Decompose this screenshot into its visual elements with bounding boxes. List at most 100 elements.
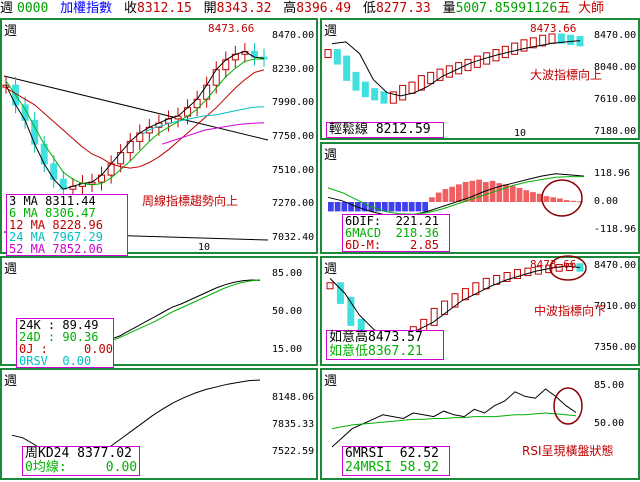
candle-body [503,272,511,282]
candle-body [557,33,565,44]
rsi6-row: 6MRSI 62.52 [345,447,447,461]
ma3-line [5,50,265,190]
ma6-row: 6 MA 8306.47 [9,207,125,219]
macd-bar [381,202,388,212]
macd-bar [422,202,429,212]
kd24-value: 8377.02 [77,446,132,461]
rsv-row: 0RSV 0.00 [19,355,111,367]
kd24-panel[interactable]: 週 8148.06 7835.33 7522.59 周KD24 8377.02 0均… [0,368,318,480]
volume-label: 量 [442,1,456,16]
k-line [101,279,261,343]
trend-line [3,75,269,141]
macd-bar [530,192,536,202]
candle-body [408,81,416,94]
candle-body [501,45,509,59]
dm-value: 2.85 [410,238,439,252]
macd-chart [327,173,585,217]
macd-bar [509,185,516,202]
dif-row: 6DIF: 221.21 [345,215,447,227]
rsi6-value: 62.52 [399,446,439,461]
ma24-value: 7967.29 [52,230,103,244]
low-value: 8277.33 [375,1,431,16]
panel-title: 週 [324,262,338,277]
x-tick-label: 10 [198,242,211,253]
main-price-panel[interactable]: 週 8473.66 8470.00 8230.00 7990.00 7750.00 75… [0,18,318,256]
y-tick-label: 7910.00 [594,301,637,312]
peak-price-label: 8473.66 [530,22,577,35]
ma52-value: 7852.06 [52,242,103,256]
y-tick-label: 8040.00 [594,62,637,73]
index-name: 加權指數 [60,1,113,16]
dm-label: 6D-M: [345,238,382,252]
candle-body [427,71,435,85]
macd-bar [503,184,509,202]
candle-body [445,65,453,78]
macd-bar [435,192,442,202]
ma52-row: 52 MA 7852.06 [9,243,125,255]
ma24-row: 24 MA 7967.29 [9,231,125,243]
macd-bar [402,202,408,212]
ma12-value: 8228.96 [52,218,103,232]
big-wave-chart [324,33,584,104]
mid-wave-panel[interactable]: 週 8473.66 8470.00 7910.00 7350.00 如意高8473.… [320,255,640,368]
panel-title: 週 [4,24,18,39]
stock-code[interactable]: 0000 [17,1,49,16]
easy-line-value: 8212.59 [375,122,431,137]
j-value: 0.00 [84,342,113,356]
j-row: 0J : 0.00 [19,342,113,356]
open-label: 開 [203,1,217,16]
candle-body [336,282,344,304]
y-axis-labels: 8470.00 7910.00 7350.00 [594,258,640,368]
y-tick-label: 8470.00 [272,30,315,41]
candle-body [343,55,351,81]
panel-title: 週 [324,148,338,163]
rsi-panel[interactable]: 週 85.00 50.00 6MRSI 62.52 24MRSI 58.92 RS… [320,368,640,480]
macd-bar [442,189,449,202]
highlight-circle [541,179,583,217]
macd-bar [563,200,570,202]
macd-bar [570,200,577,202]
dif-value: 221.21 [395,214,439,228]
d-label: 24D : [19,330,56,344]
candle-body [511,42,519,55]
kd-panel[interactable]: 週 85.00 50.00 15.00 24K : 89.49 24D : 90.3… [0,256,318,368]
candle-body [548,33,556,44]
macd-bar [577,201,583,203]
ruyi-low-label: 如意低 [329,344,369,359]
candle-body [371,88,379,101]
macd-bar [489,180,496,202]
rsi24-label: 24MRSI [345,460,392,475]
candle-body [380,91,388,104]
macd-bar [415,202,422,212]
ma6-value: 8306.47 [45,206,96,220]
big-wave-panel[interactable]: 週 8473.66 8470.00 8040.00 7610.00 7180.00 輕… [320,18,640,140]
y-tick-label: 15.00 [272,344,303,355]
y-tick-label: 0.00 [594,196,619,207]
candle-body [461,288,469,301]
macd-bar [469,180,476,202]
macd-bar [449,186,455,202]
ruyi-high-line [329,265,581,338]
easy-line-box: 輕鬆線 8212.59 [326,122,444,138]
macd-bar [388,202,395,212]
y-tick-label: 7610.00 [594,94,637,105]
y-tick-label: 50.00 [594,418,625,429]
period-label: 週 [0,1,14,16]
ma3-label: 3 MA [9,194,38,208]
macd-bar [496,183,503,202]
dm-row: 6D-M: 2.85 [345,239,447,251]
macd-bar [557,198,563,202]
macd-bar [408,202,415,212]
candle-body [436,68,444,81]
y-tick-label: 8470.00 [594,30,637,41]
macd-panel[interactable]: 週 118.96 0.00 -118.96 6DIF: 221.21 6MACD 2… [320,142,640,254]
y-tick-label: 7835.33 [272,419,315,430]
y-axis-labels: 8148.06 7835.33 7522.59 [272,370,318,482]
candle-body [326,282,334,290]
kd24-row: 周KD24 8377.02 [25,447,137,461]
dif-label: 6DIF: [345,214,382,228]
highlight-circle [553,387,583,425]
ma-legend-box: 3 MA 8311.44 6 MA 8306.47 12 MA 8228.96 … [6,194,128,256]
ma12-row: 12 MA 8228.96 [9,219,125,231]
k-value: 89.49 [62,318,99,332]
